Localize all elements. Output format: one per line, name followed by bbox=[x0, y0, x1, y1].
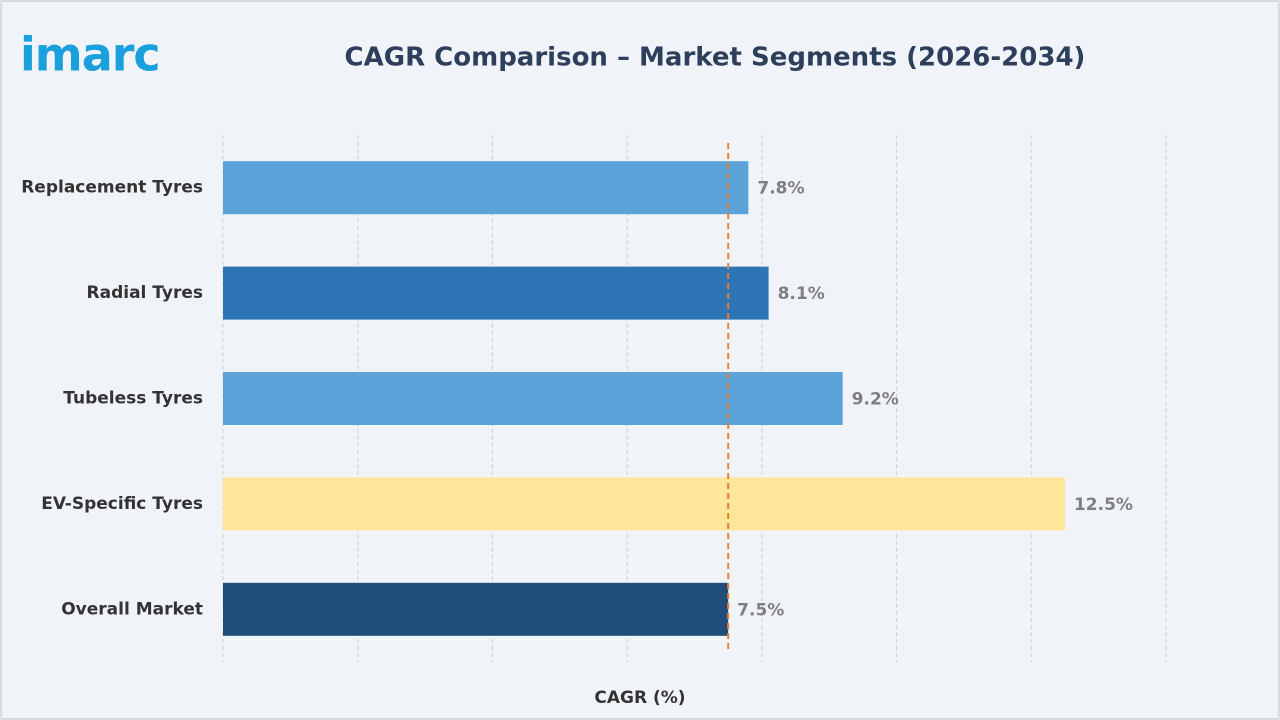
y-tick-label: Overall Market bbox=[61, 599, 203, 619]
bar bbox=[223, 582, 729, 636]
bar bbox=[223, 266, 769, 320]
y-tick-label: Radial Tyres bbox=[87, 283, 203, 303]
logo: imarc bbox=[20, 28, 160, 82]
x-axis-label: CAGR (%) bbox=[594, 688, 685, 708]
value-label: 7.5% bbox=[737, 600, 784, 620]
bar bbox=[223, 477, 1065, 531]
y-tick-label: Tubeless Tyres bbox=[63, 389, 203, 409]
value-label: 9.2% bbox=[852, 390, 899, 410]
y-tick-label: EV-Specific Tyres bbox=[41, 494, 203, 514]
bar bbox=[223, 161, 749, 215]
value-label: 8.1% bbox=[778, 284, 825, 304]
value-label: 12.5% bbox=[1074, 495, 1133, 515]
y-tick-label: Replacement Tyres bbox=[21, 178, 203, 198]
chart-title: CAGR Comparison – Market Segments (2026-… bbox=[345, 43, 1086, 73]
bar bbox=[223, 372, 843, 425]
value-label: 7.8% bbox=[757, 179, 804, 199]
